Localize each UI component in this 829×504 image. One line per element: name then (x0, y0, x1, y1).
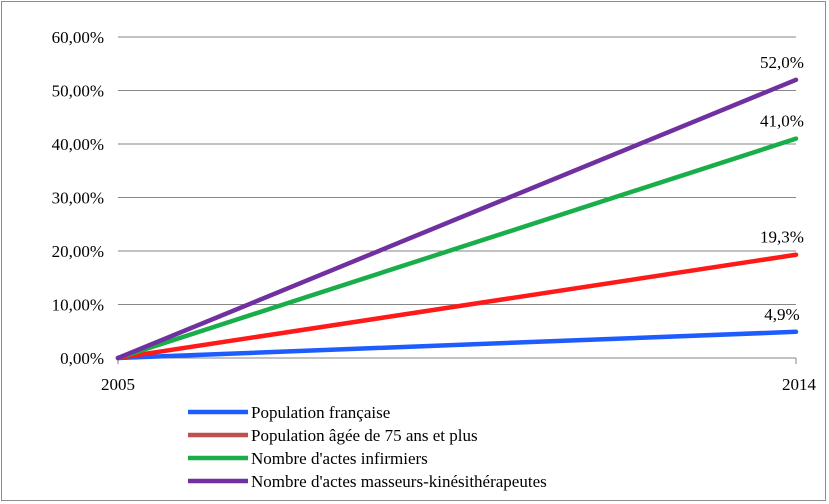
legend-label: Population âgée de 75 ans et plus (251, 426, 478, 445)
y-axis-tick-labels: 0,00% 10,00% 20,00% 30,00% 40,00% 50,00% 60,00… (52, 28, 104, 368)
legend-label: Population française (251, 403, 390, 422)
series-line (115, 252, 799, 361)
data-label: 52,0% (760, 53, 804, 72)
y-tick-label: 0,00% (60, 349, 104, 368)
x-axis-tick-labels: 2005 2014 (101, 358, 817, 394)
data-label: 19,3% (760, 228, 804, 247)
series-line (115, 136, 799, 361)
y-tick-label: 20,00% (52, 242, 104, 261)
y-tick-label: 40,00% (52, 135, 104, 154)
gridlines (118, 36, 796, 359)
legend-label: Nombre d'actes masseurs-kinésithérapeute… (251, 472, 547, 491)
legend-label: Nombre d'actes infirmiers (251, 449, 428, 468)
y-tick-label: 60,00% (52, 28, 104, 47)
y-tick-label: 10,00% (52, 296, 104, 315)
x-tick-label: 2005 (101, 375, 135, 394)
data-label: 41,0% (760, 112, 804, 131)
series-lines (115, 77, 799, 361)
series-line (115, 77, 799, 361)
x-tick-label: 2014 (782, 375, 817, 394)
legend: Population française Population âgée de 7… (188, 403, 547, 491)
y-tick-label: 50,00% (52, 82, 104, 101)
y-tick-label: 30,00% (52, 189, 104, 208)
series-line (115, 329, 799, 361)
data-label: 4,9% (764, 305, 799, 324)
data-labels: 4,9% 19,3% 41,0% 52,0% (760, 53, 804, 324)
